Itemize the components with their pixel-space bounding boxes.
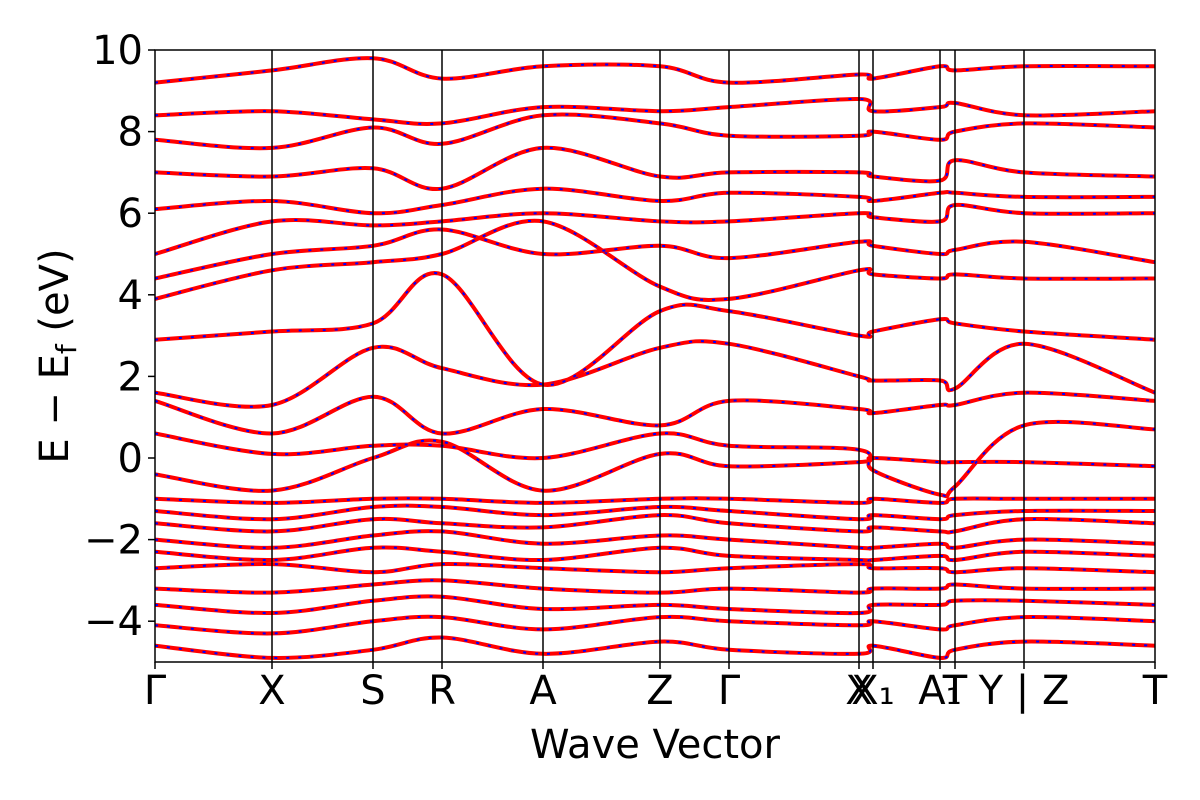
y-tick-label: −2 <box>84 518 143 564</box>
x-axis-label: Wave Vector <box>530 722 781 768</box>
band-0-solid <box>155 635 1155 660</box>
band-7-dashed <box>155 514 1155 534</box>
band-9-solid <box>155 496 1155 505</box>
y-tick-label: 0 <box>118 436 143 482</box>
band-10-solid <box>155 438 1155 493</box>
x-tick-label: X₁ <box>851 668 894 714</box>
band-21-solid <box>155 96 1155 126</box>
x-tick-label: X <box>258 668 285 714</box>
high-symmetry-lines <box>271 50 1025 662</box>
x-tick-label: T <box>1142 668 1168 714</box>
band-21-dashed <box>155 97 1155 125</box>
y-tick-label: 10 <box>92 28 143 74</box>
band-8-dashed <box>155 504 1155 521</box>
band-15-solid <box>155 218 1155 302</box>
y-axis-ticks: −4 −2 0 2 4 6 8 10 <box>84 28 155 645</box>
band-13-solid <box>155 339 1155 409</box>
band-20-solid <box>155 112 1155 151</box>
band-9-dashed <box>155 497 1155 504</box>
x-tick-label: Y | Z <box>978 668 1070 714</box>
band-1-solid <box>155 614 1155 636</box>
y-axis-label-unit: (eV) <box>32 248 78 344</box>
band-19-solid <box>155 145 1155 192</box>
y-tick-label: 8 <box>118 110 143 156</box>
band-4-dashed <box>155 563 1155 574</box>
x-tick-label: A <box>529 668 557 714</box>
band-22-solid <box>155 56 1155 85</box>
y-axis-label: E − Ef (eV) <box>32 248 83 463</box>
band-2-solid <box>155 594 1155 616</box>
band-22-dashed <box>155 57 1155 84</box>
bands-layer <box>155 56 1155 660</box>
band-3-solid <box>155 578 1155 595</box>
band-14-solid <box>155 271 1155 387</box>
x-tick-label: Z <box>646 668 673 714</box>
band-6-dashed <box>155 530 1155 550</box>
x-tick-label: R <box>428 668 456 714</box>
plot-frame <box>154 49 1156 663</box>
y-tick-label: −4 <box>84 599 143 645</box>
band-11-dashed <box>155 420 1155 498</box>
band-17-dashed <box>155 203 1155 255</box>
y-axis-label-subscript: f <box>50 343 83 354</box>
x-tick-label: Γ <box>144 668 167 714</box>
y-tick-label: 2 <box>118 354 143 400</box>
band-3-dashed <box>155 579 1155 594</box>
band-2-dashed <box>155 595 1155 615</box>
x-tick-label: Γ <box>718 668 741 714</box>
band-10-dashed <box>155 439 1155 492</box>
x-tick-label: T <box>942 668 968 714</box>
y-axis-label-main: E − E <box>32 354 78 464</box>
band-12-dashed <box>155 391 1155 435</box>
x-tick-label: X <box>845 668 872 714</box>
band-16-solid <box>155 227 1155 281</box>
band-5-solid <box>155 545 1155 563</box>
band-6-solid <box>155 529 1155 551</box>
band-4-solid <box>155 562 1155 575</box>
y-tick-label: 4 <box>118 273 143 319</box>
band-15-dashed <box>155 219 1155 301</box>
x-tick-label: S <box>360 668 385 714</box>
y-tick-label: 6 <box>118 191 143 237</box>
band-16-dashed <box>155 228 1155 280</box>
x-tick-label: A₁ <box>918 668 961 714</box>
band-12-solid <box>155 390 1155 436</box>
